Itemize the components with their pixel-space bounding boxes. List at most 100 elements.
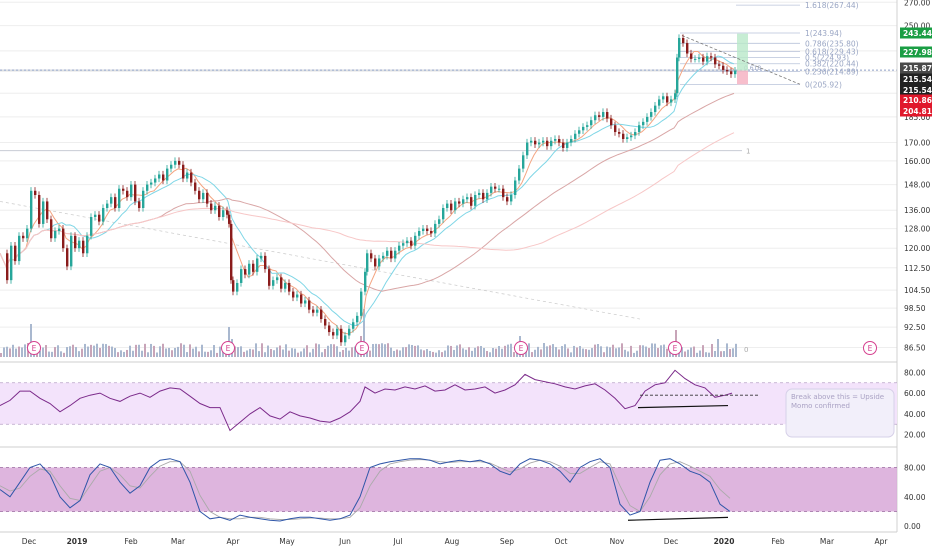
volume-bar [135, 344, 137, 357]
rsi-divergence-line [637, 404, 729, 409]
volume-bar [429, 350, 431, 357]
candle-body [530, 140, 533, 143]
price-tick-label: 92.50 [904, 323, 926, 332]
candle-body [126, 190, 129, 198]
volume-bar [486, 350, 488, 357]
candle-body [718, 64, 721, 66]
rsi-tick-label: 40.00 [904, 410, 926, 419]
volume-bar [30, 324, 32, 357]
volume-bar [306, 345, 308, 357]
volume-bar [603, 352, 605, 357]
candle-body [394, 250, 397, 259]
volume-bar [132, 350, 134, 357]
candle-body [610, 118, 613, 126]
candle-body [34, 190, 37, 196]
loss-zone [737, 70, 748, 85]
candle-body [138, 201, 141, 209]
volume-bar [171, 350, 173, 357]
price-tag [900, 105, 932, 117]
volume-bar [690, 347, 692, 357]
candle-body [26, 228, 29, 239]
candle-body [582, 126, 585, 131]
volume-bar [45, 345, 47, 357]
volume-bar [660, 345, 662, 357]
volume-bar [321, 352, 323, 357]
volume-bar [219, 346, 221, 357]
price-tag-label: 215.54 [903, 75, 932, 84]
time-tick-label: Feb [771, 537, 785, 546]
volume-bar [87, 346, 89, 357]
volume-bar [18, 346, 20, 357]
candle-body [722, 65, 725, 70]
candle-body [554, 139, 557, 141]
candle-body [418, 230, 421, 236]
candle-body [264, 255, 267, 270]
rsi-annotation[interactable]: Break above this = Upside Momo confirmed [785, 388, 895, 438]
price-panel: 270.00250.00230.00215.00200.00185.00170.… [0, 0, 932, 532]
price-tag-label: 215.87 [903, 64, 932, 73]
candle-body [514, 180, 517, 196]
candle-body [694, 58, 697, 60]
volume-bar [654, 343, 656, 357]
volume-bar [90, 344, 92, 357]
volume-bar [69, 346, 71, 357]
volume-bar [189, 344, 191, 357]
volume-bar [573, 345, 575, 357]
volume-bar [444, 350, 446, 357]
earnings-marker [863, 341, 877, 355]
volume-bar [120, 350, 122, 357]
price-tick-label: 270.00 [904, 0, 930, 7]
volume-bar [471, 350, 473, 357]
volume-bar [75, 347, 77, 357]
candle-body [316, 309, 319, 313]
candle-body [308, 300, 311, 310]
candle-body [30, 190, 33, 229]
volume-bar [474, 347, 476, 357]
candle-body [570, 139, 573, 143]
volume-bar [420, 349, 422, 357]
candle-body [682, 37, 685, 44]
time-tick-label: Jun [338, 537, 351, 546]
candle-body [438, 219, 441, 224]
candle-body [494, 186, 497, 189]
price-tag [900, 73, 932, 85]
stoch-tick-label: 40.00 [904, 493, 926, 502]
volume-bar [387, 343, 389, 357]
volume-bar [729, 349, 731, 357]
volume-bar [714, 351, 716, 357]
volume-bar [732, 348, 734, 357]
volume-bar [156, 352, 158, 357]
candle-body [414, 235, 417, 246]
candle-body [482, 192, 485, 200]
candle-body [478, 192, 481, 196]
candle-body [114, 197, 117, 209]
candle-body [178, 160, 181, 165]
candle-body [202, 192, 205, 200]
volume-bar [735, 343, 737, 357]
volume-bar [639, 345, 641, 357]
volume-bar [273, 350, 275, 357]
volume-bar [324, 348, 326, 357]
volume-bar [483, 347, 485, 357]
volume-bar [198, 351, 200, 357]
volume-bar [651, 343, 653, 357]
volume-bar [447, 345, 449, 357]
candle-body [240, 269, 243, 283]
volume-bar [585, 349, 587, 357]
volume-bar [699, 350, 701, 357]
volume-bar [81, 348, 83, 357]
candle-body [222, 210, 225, 217]
candle-body [442, 208, 445, 220]
candle-body [674, 93, 677, 100]
volume-bar [615, 348, 617, 357]
volume-bar [609, 347, 611, 357]
volume-bar [249, 348, 251, 357]
candle-body [110, 197, 113, 204]
candle-body [598, 115, 601, 117]
candle-body [398, 245, 401, 251]
price-tick-label: 136.00 [904, 206, 930, 215]
volume-bar [561, 346, 563, 357]
volume-bar [336, 346, 338, 357]
candle-body [18, 235, 21, 262]
volume-bar [504, 345, 506, 357]
